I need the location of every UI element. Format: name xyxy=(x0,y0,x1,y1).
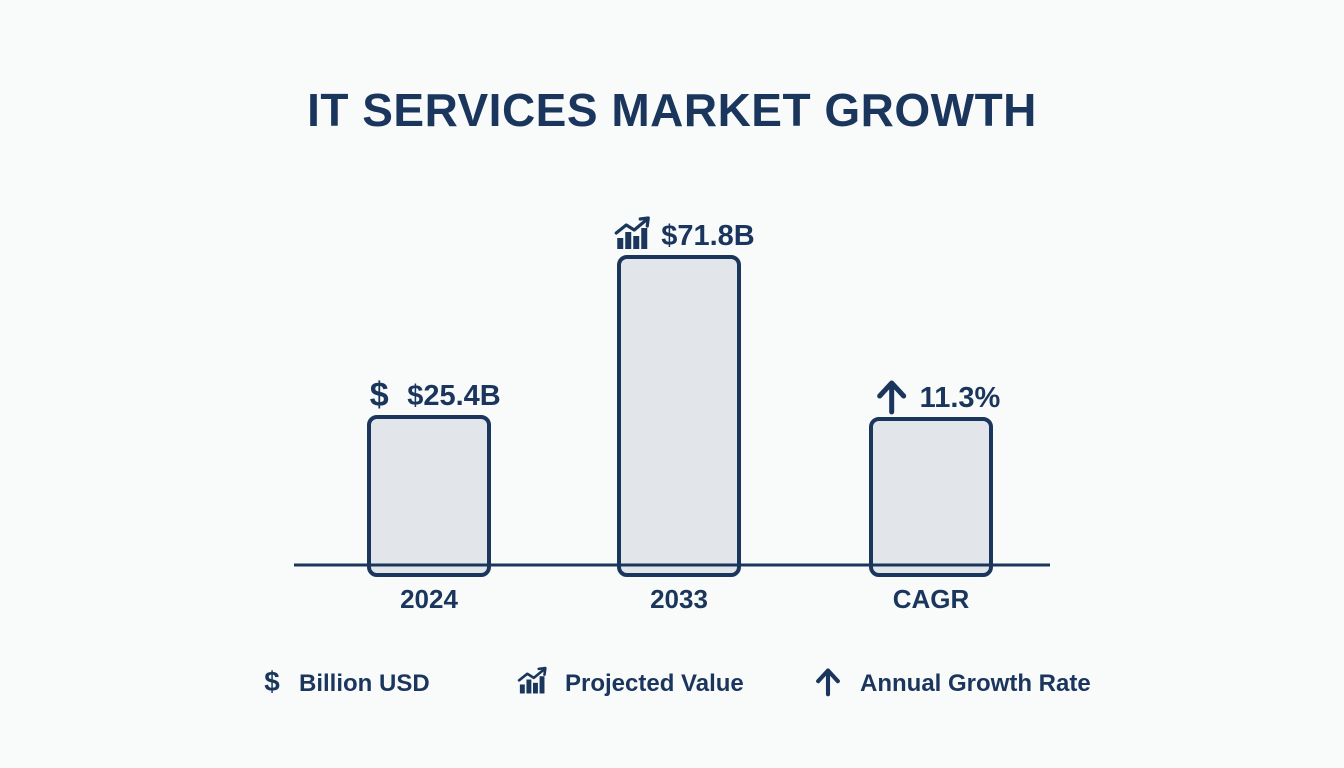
value-label-2024: $25.4B xyxy=(407,380,501,412)
legend: $ Billion USD Projected Value Annual Growth… xyxy=(264,666,1090,697)
dollar-icon: $ xyxy=(370,376,389,414)
bars-layer xyxy=(367,255,993,577)
tick-labels: 2024 2033 CAGR xyxy=(400,584,969,614)
legend-item-0: $ Billion USD xyxy=(264,666,429,697)
growth-chart-icon xyxy=(614,216,650,249)
tick-label-2024: 2024 xyxy=(400,584,458,614)
value-label-cagr: 11.3% xyxy=(920,382,1001,414)
value-label-2033: $71.8B xyxy=(661,220,755,252)
arrow-up-icon xyxy=(877,380,907,415)
dollar-icon: $ xyxy=(264,666,280,697)
legend-label-1: Projected Value xyxy=(565,670,744,697)
legend-item-2: Annual Growth Rate xyxy=(816,668,1091,697)
svg-text:$: $ xyxy=(370,376,389,414)
bar-2033 xyxy=(617,255,741,577)
tick-label-cagr: CAGR xyxy=(893,584,970,614)
legend-label-0: Billion USD xyxy=(299,670,430,697)
svg-text:$: $ xyxy=(264,666,280,697)
bar-cagr xyxy=(869,417,993,577)
legend-item-1: Projected Value xyxy=(517,666,744,697)
arrow-up-icon xyxy=(816,668,840,697)
growth-chart-icon xyxy=(517,666,547,694)
bar-2024 xyxy=(367,415,491,577)
chart-title: IT SERVICES MARKET GROWTH xyxy=(307,84,1037,136)
value-labels: $25.4B $71.8B 11.3% $ xyxy=(370,216,1001,415)
legend-label-2: Annual Growth Rate xyxy=(860,670,1091,697)
tick-label-2033: 2033 xyxy=(650,584,708,614)
